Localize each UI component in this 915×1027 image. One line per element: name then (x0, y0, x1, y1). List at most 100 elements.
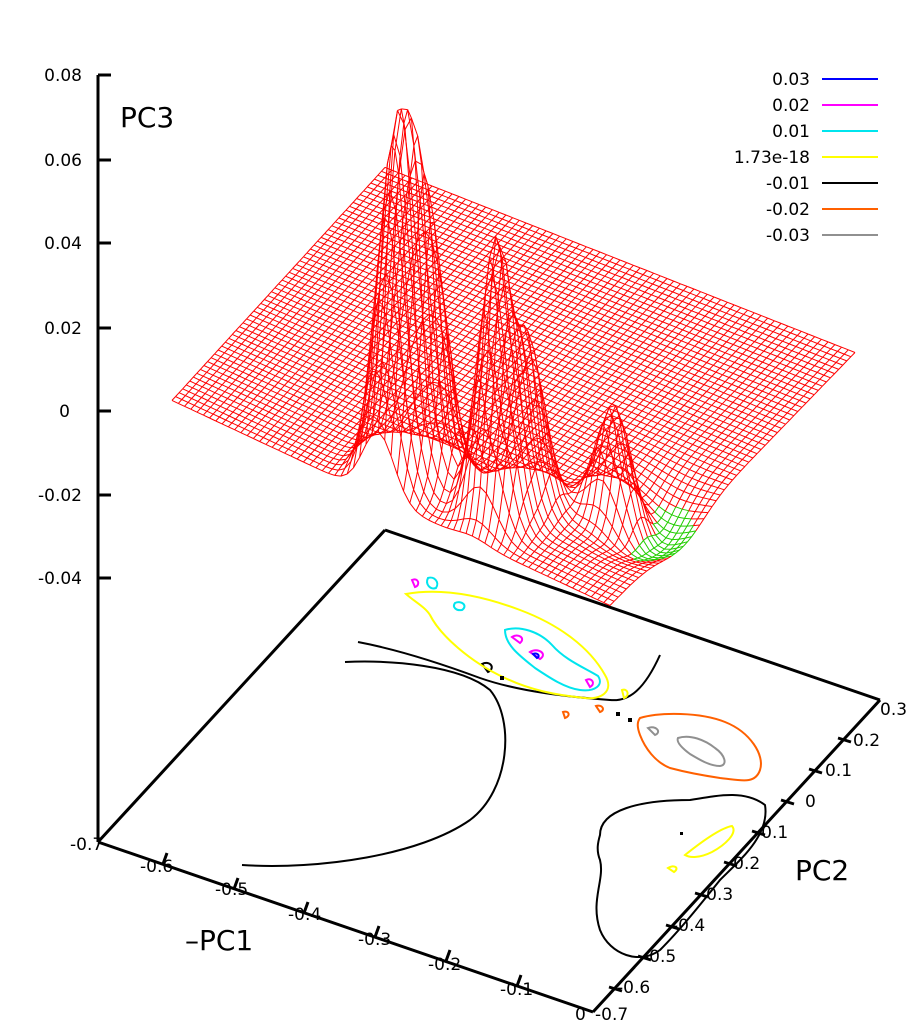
surface-mesh-line (455, 373, 459, 377)
surface-mesh-line (328, 230, 335, 233)
surface-mesh-line (434, 390, 440, 393)
surface-mesh-line (557, 375, 564, 378)
surface-mesh-line (343, 323, 349, 326)
surface-mesh-line (252, 329, 256, 333)
surface-mesh-line (323, 261, 327, 265)
surface-mesh-line (267, 355, 273, 358)
surface-mesh-line (554, 296, 558, 300)
surface-mesh-line (345, 379, 351, 382)
surface-mesh-line (560, 314, 567, 317)
surface-mesh-line (350, 311, 354, 315)
surface-mesh-line (348, 414, 354, 417)
surface-mesh-line (366, 327, 373, 330)
surface-mesh-line (273, 365, 277, 369)
surface-mesh-line (247, 436, 253, 439)
surface-mesh-line (313, 315, 320, 318)
surface-mesh-line (355, 230, 362, 233)
surface-mesh-line (334, 243, 341, 246)
surface-mesh-line (273, 408, 279, 411)
surface-mesh-line (198, 401, 204, 404)
surface-mesh-line (540, 267, 547, 270)
surface-mesh-line (579, 255, 586, 258)
surface-mesh-line (310, 309, 317, 312)
surface-mesh-line (560, 275, 567, 278)
surface-mesh-line (606, 305, 613, 308)
surface-mesh-line (603, 255, 607, 259)
surface-mesh-line (222, 420, 226, 424)
surface-mesh-line (276, 439, 280, 443)
surface-mesh-line (431, 383, 437, 386)
surface-mesh-line (579, 333, 586, 336)
surface-mesh-line (496, 212, 500, 216)
surface-mesh-line (231, 352, 235, 356)
surface-mesh-line (594, 313, 598, 317)
surface-mesh-line (570, 309, 574, 313)
surface-mesh-line (538, 250, 545, 253)
surface-mesh-line (347, 255, 351, 259)
surface-mesh-line (544, 298, 548, 302)
surface-mesh-line (589, 332, 596, 335)
surface-mesh-line (629, 276, 633, 280)
surface-mesh-line (257, 303, 261, 307)
surface-mesh-line (545, 291, 552, 294)
surface-mesh-line (579, 290, 583, 294)
surface-mesh-line (347, 248, 354, 251)
surface-mesh-line (319, 435, 325, 438)
surface-mesh-line (319, 325, 323, 329)
surface-mesh-line (469, 251, 473, 255)
surface-mesh-line (309, 436, 315, 439)
surface-mesh-line (540, 374, 547, 377)
surface-mesh-line (257, 318, 263, 321)
surface-mesh-line (304, 379, 308, 383)
surface-mesh-line (568, 263, 572, 267)
surface-mesh-line (486, 291, 490, 295)
surface-mesh-line (317, 301, 324, 304)
surface-mesh-line (534, 332, 541, 335)
surface-mesh-line (443, 233, 450, 236)
surface-mesh-line (568, 256, 575, 259)
surface-mesh-line (185, 392, 189, 396)
surface-mesh-line (202, 387, 208, 390)
surface-mesh-line (570, 352, 577, 355)
surface-mesh-line (259, 331, 263, 335)
surface-mesh-line (535, 243, 542, 246)
surface-mesh-line (251, 432, 257, 435)
surface-mesh-line (346, 206, 350, 210)
surface-mesh-line (323, 431, 329, 434)
surface-mesh-line (240, 361, 244, 365)
surface-mesh-line (455, 211, 462, 214)
surface-mesh-line (226, 377, 230, 381)
surface-mesh-line (607, 294, 614, 297)
surface-mesh-line (295, 452, 301, 455)
surface-mesh-line (349, 272, 353, 276)
surface-mesh-line (458, 340, 462, 344)
surface-mesh-line (289, 317, 293, 321)
surface-mesh-line (454, 359, 461, 362)
surface-mesh-line (276, 400, 280, 404)
surface-mesh-line (361, 250, 365, 254)
surface-mesh-line (486, 252, 490, 256)
surface-mesh-line (596, 295, 603, 298)
surface-mesh-line (314, 241, 318, 245)
surface-mesh-line (507, 243, 514, 246)
surface-mesh-line (272, 380, 278, 383)
surface-mesh-line (463, 330, 470, 333)
surface-mesh-line (350, 202, 354, 206)
surface-mesh-line (284, 382, 288, 386)
surface-mesh-line (467, 238, 474, 241)
surface-mesh-line (582, 258, 586, 262)
surface-mesh-line (453, 232, 460, 235)
surface-mesh-line (248, 421, 252, 425)
surface-mesh-line (254, 350, 260, 353)
surface-mesh-line (243, 372, 249, 375)
surface-mesh-line (563, 239, 567, 243)
surface-mesh-line (570, 348, 574, 352)
surface-mesh-line (543, 380, 550, 383)
surface-mesh-line (300, 398, 306, 401)
surface-mesh-line (478, 310, 482, 314)
surface-mesh-line (538, 288, 545, 291)
surface-mesh-line (344, 386, 348, 390)
surface-mesh-line (483, 406, 489, 409)
surface-mesh-line (331, 232, 335, 236)
surface-mesh-line (491, 227, 495, 231)
